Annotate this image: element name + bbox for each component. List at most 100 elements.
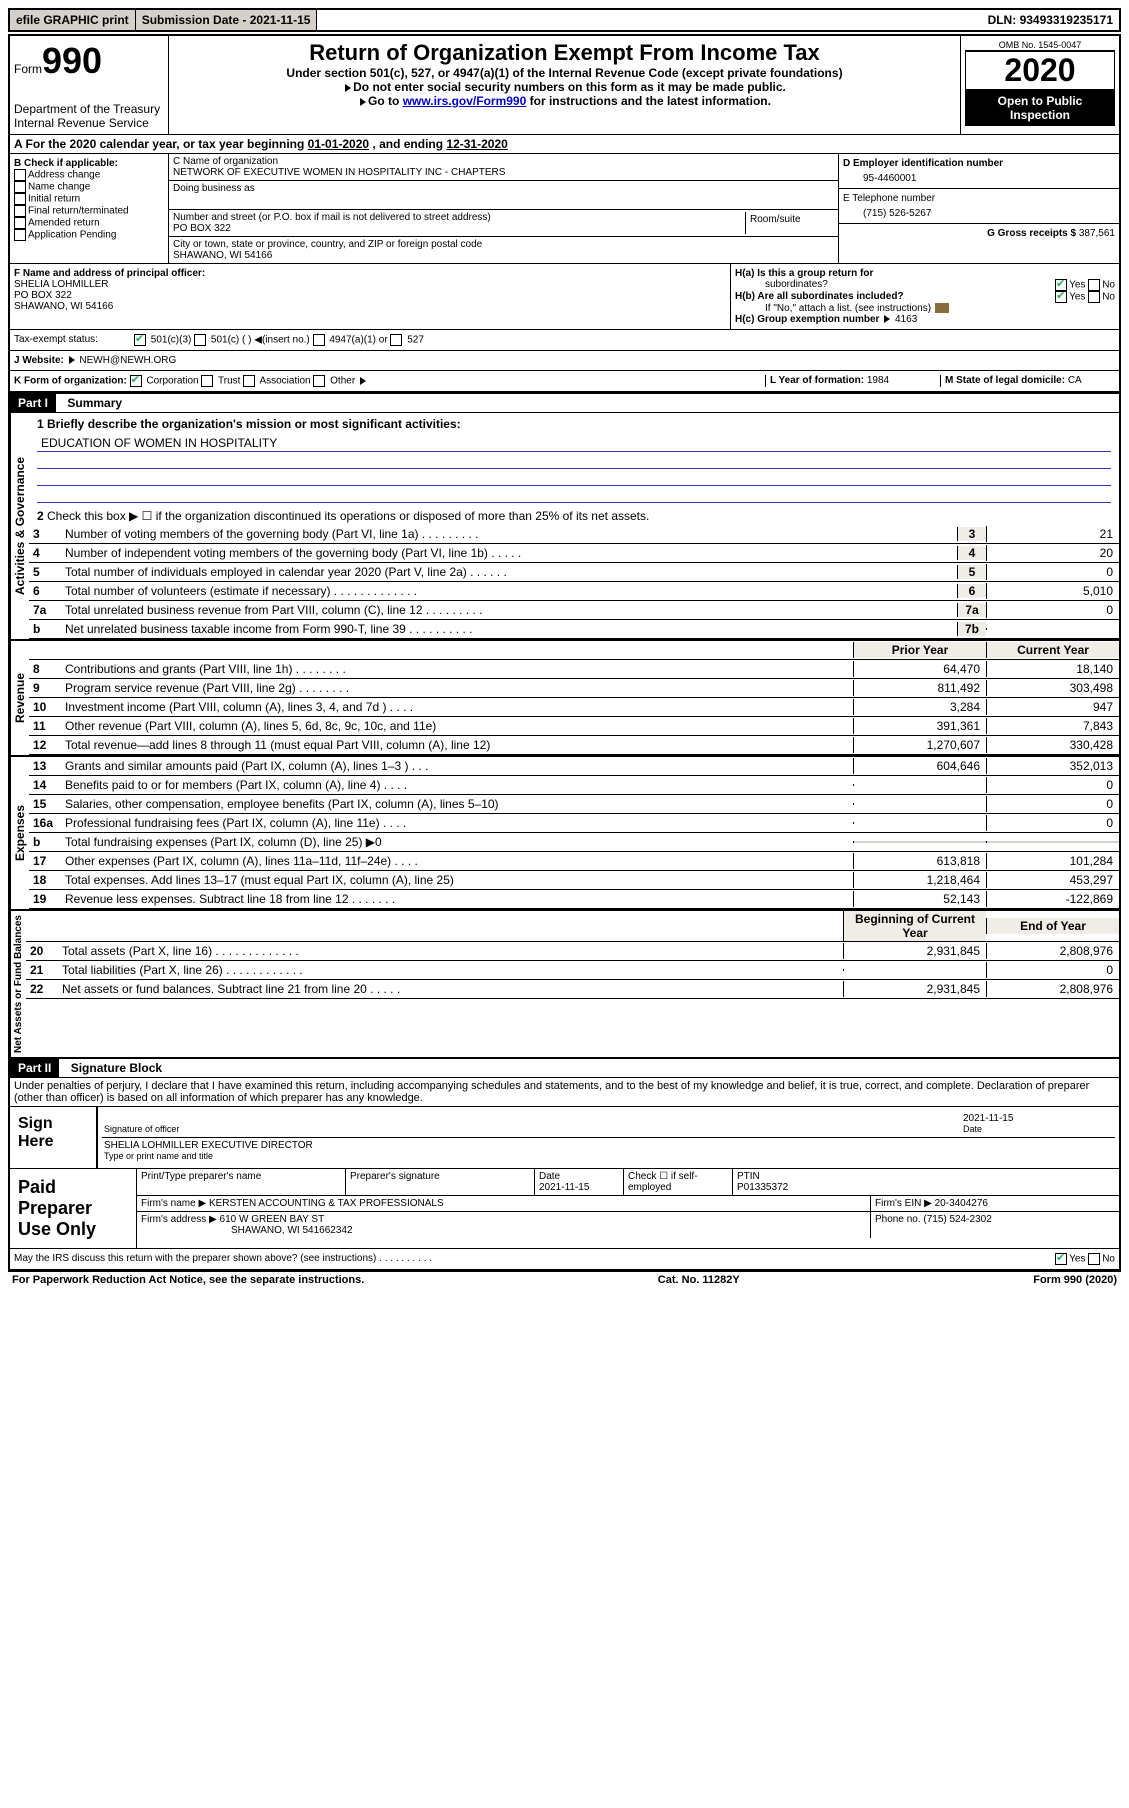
- other-checkbox[interactable]: [313, 375, 325, 387]
- officer-name: SHELIA LOHMILLER: [14, 279, 726, 290]
- form-word: Form: [14, 62, 42, 76]
- e-block: E Telephone number (715) 526-5267: [839, 189, 1119, 224]
- camera-icon[interactable]: [935, 303, 949, 313]
- initial-return: Initial return: [28, 194, 80, 205]
- netassets-section: Net Assets or Fund Balances Beginning of…: [10, 911, 1119, 1057]
- gov-row: bNet unrelated business taxable income f…: [29, 620, 1119, 639]
- sub-date-value: 2021-11-15: [250, 13, 311, 27]
- gross-label: G Gross receipts $: [987, 228, 1079, 239]
- hb-no-checkbox[interactable]: [1088, 291, 1100, 303]
- gross-value: 387,561: [1079, 228, 1115, 239]
- discuss-no: No: [1102, 1254, 1115, 1265]
- sig-date: 2021-11-15: [963, 1113, 1013, 1124]
- gov-row: 5Total number of individuals employed in…: [29, 563, 1119, 582]
- mission-line: [37, 469, 1111, 486]
- dln: DLN: 93493319235171: [982, 10, 1119, 30]
- 501c-checkbox[interactable]: [194, 334, 206, 346]
- corp-checkbox[interactable]: [130, 375, 142, 387]
- footer-left: For Paperwork Reduction Act Notice, see …: [12, 1274, 364, 1286]
- date-label: Date: [963, 1124, 982, 1134]
- final-return-checkbox[interactable]: [14, 205, 26, 217]
- ha-yes: Yes: [1069, 280, 1085, 291]
- gov-row: 4Number of independent voting members of…: [29, 544, 1119, 563]
- city-block: City or town, state or province, country…: [169, 237, 838, 263]
- data-row: 22Net assets or fund balances. Subtract …: [26, 980, 1119, 999]
- name-change: Name change: [28, 182, 90, 193]
- ptin-value: P01335372: [737, 1182, 788, 1193]
- side-expenses: Expenses: [10, 757, 29, 909]
- data-row: 21Total liabilities (Part X, line 26) . …: [26, 961, 1119, 980]
- data-row: 10Investment income (Part VIII, column (…: [29, 698, 1119, 717]
- initial-return-checkbox[interactable]: [14, 193, 26, 205]
- ha-no-checkbox[interactable]: [1088, 279, 1100, 291]
- amended-checkbox[interactable]: [14, 217, 26, 229]
- dln-value: 93493319235171: [1020, 13, 1113, 27]
- discuss-no-checkbox[interactable]: [1088, 1253, 1100, 1265]
- street-label: Number and street (or P.O. box if mail i…: [173, 212, 745, 223]
- 501c3: 501(c)(3): [151, 335, 192, 346]
- c-name-label: C Name of organization: [173, 156, 834, 167]
- room-label: Room/suite: [746, 212, 834, 234]
- dba-label: Doing business as: [173, 183, 834, 194]
- j-label: J Website:: [14, 355, 64, 366]
- dept-treasury: Department of the Treasury: [14, 102, 164, 116]
- 501c: 501(c) ( ): [211, 335, 252, 346]
- sub3b: for instructions and the latest informat…: [526, 94, 771, 108]
- trust-checkbox[interactable]: [201, 375, 213, 387]
- part1-title: Summary: [59, 394, 130, 412]
- addr-change-checkbox[interactable]: [14, 169, 26, 181]
- hb-yes-checkbox[interactable]: [1055, 291, 1067, 303]
- c-name-block: C Name of organization NETWORK OF EXECUT…: [169, 154, 838, 181]
- street-block: Number and street (or P.O. box if mail i…: [169, 210, 838, 237]
- data-row: 12Total revenue—add lines 8 through 11 (…: [29, 736, 1119, 755]
- firm-addr2: SHAWANO, WI 541662342: [141, 1225, 353, 1236]
- efile-print-button[interactable]: efile GRAPHIC print: [10, 10, 136, 30]
- form-number: 990: [42, 40, 102, 81]
- 527-checkbox[interactable]: [390, 334, 402, 346]
- assoc-checkbox[interactable]: [243, 375, 255, 387]
- city-label: City or town, state or province, country…: [173, 239, 834, 250]
- col-c: C Name of organization NETWORK OF EXECUT…: [169, 154, 839, 263]
- tax-year: 2020: [965, 51, 1115, 90]
- firm-addr-label: Firm's address ▶: [141, 1214, 217, 1225]
- discuss-yes-checkbox[interactable]: [1055, 1253, 1067, 1265]
- discuss-text: May the IRS discuss this return with the…: [14, 1253, 1055, 1265]
- top-bar: efile GRAPHIC print Submission Date - 20…: [8, 8, 1121, 32]
- app-pending-checkbox[interactable]: [14, 229, 26, 241]
- name-change-checkbox[interactable]: [14, 181, 26, 193]
- 527: 527: [407, 335, 424, 346]
- open-inspection: Open to Public Inspection: [965, 90, 1115, 126]
- i-label: Tax-exempt status:: [14, 334, 134, 346]
- firm-addr1: 610 W GREEN BAY ST: [220, 1214, 325, 1225]
- expenses-section: Expenses 13Grants and similar amounts pa…: [10, 757, 1119, 911]
- net-header: Beginning of Current Year End of Year: [26, 911, 1119, 942]
- gov-row: 3Number of voting members of the governi…: [29, 525, 1119, 544]
- data-row: 18Total expenses. Add lines 13–17 (must …: [29, 871, 1119, 890]
- l2-text: Check this box ▶ ☐ if the organization d…: [47, 509, 649, 523]
- section-i: Tax-exempt status: 501(c)(3) 501(c) ( ) …: [10, 330, 1119, 351]
- addr-change: Address change: [28, 170, 100, 181]
- paid-preparer-block: Paid Preparer Use Only Print/Type prepar…: [10, 1169, 1119, 1249]
- 501c3-checkbox[interactable]: [134, 334, 146, 346]
- hb-label: H(b) Are all subordinates included?: [735, 291, 904, 303]
- sig-line-1: Signature of officer 2021-11-15Date: [102, 1111, 1115, 1138]
- form-990: Form990 Department of the Treasury Inter…: [8, 34, 1121, 1271]
- ptin-label: PTIN: [737, 1171, 760, 1182]
- gov-row: 7aTotal unrelated business revenue from …: [29, 601, 1119, 620]
- m-value: CA: [1068, 375, 1082, 386]
- 4947-checkbox[interactable]: [313, 334, 325, 346]
- header-left: Form990 Department of the Treasury Inter…: [10, 36, 169, 134]
- footer-right: Form 990 (2020): [1033, 1274, 1117, 1286]
- dba-block: Doing business as: [169, 181, 838, 210]
- 4947: 4947(a)(1) or: [329, 335, 387, 346]
- triangle-icon: [360, 377, 366, 385]
- triangle-icon: [345, 84, 351, 92]
- end-year-hdr: End of Year: [986, 918, 1119, 934]
- final-return: Final return/terminated: [28, 206, 129, 217]
- discuss-yes: Yes: [1069, 1254, 1085, 1265]
- part2-title: Signature Block: [63, 1059, 170, 1077]
- mission-text: EDUCATION OF WOMEN IN HOSPITALITY: [37, 435, 1111, 452]
- side-governance: Activities & Governance: [10, 413, 29, 639]
- irs-link[interactable]: www.irs.gov/Form990: [403, 94, 527, 108]
- phone-value: (715) 526-5267: [843, 204, 1115, 219]
